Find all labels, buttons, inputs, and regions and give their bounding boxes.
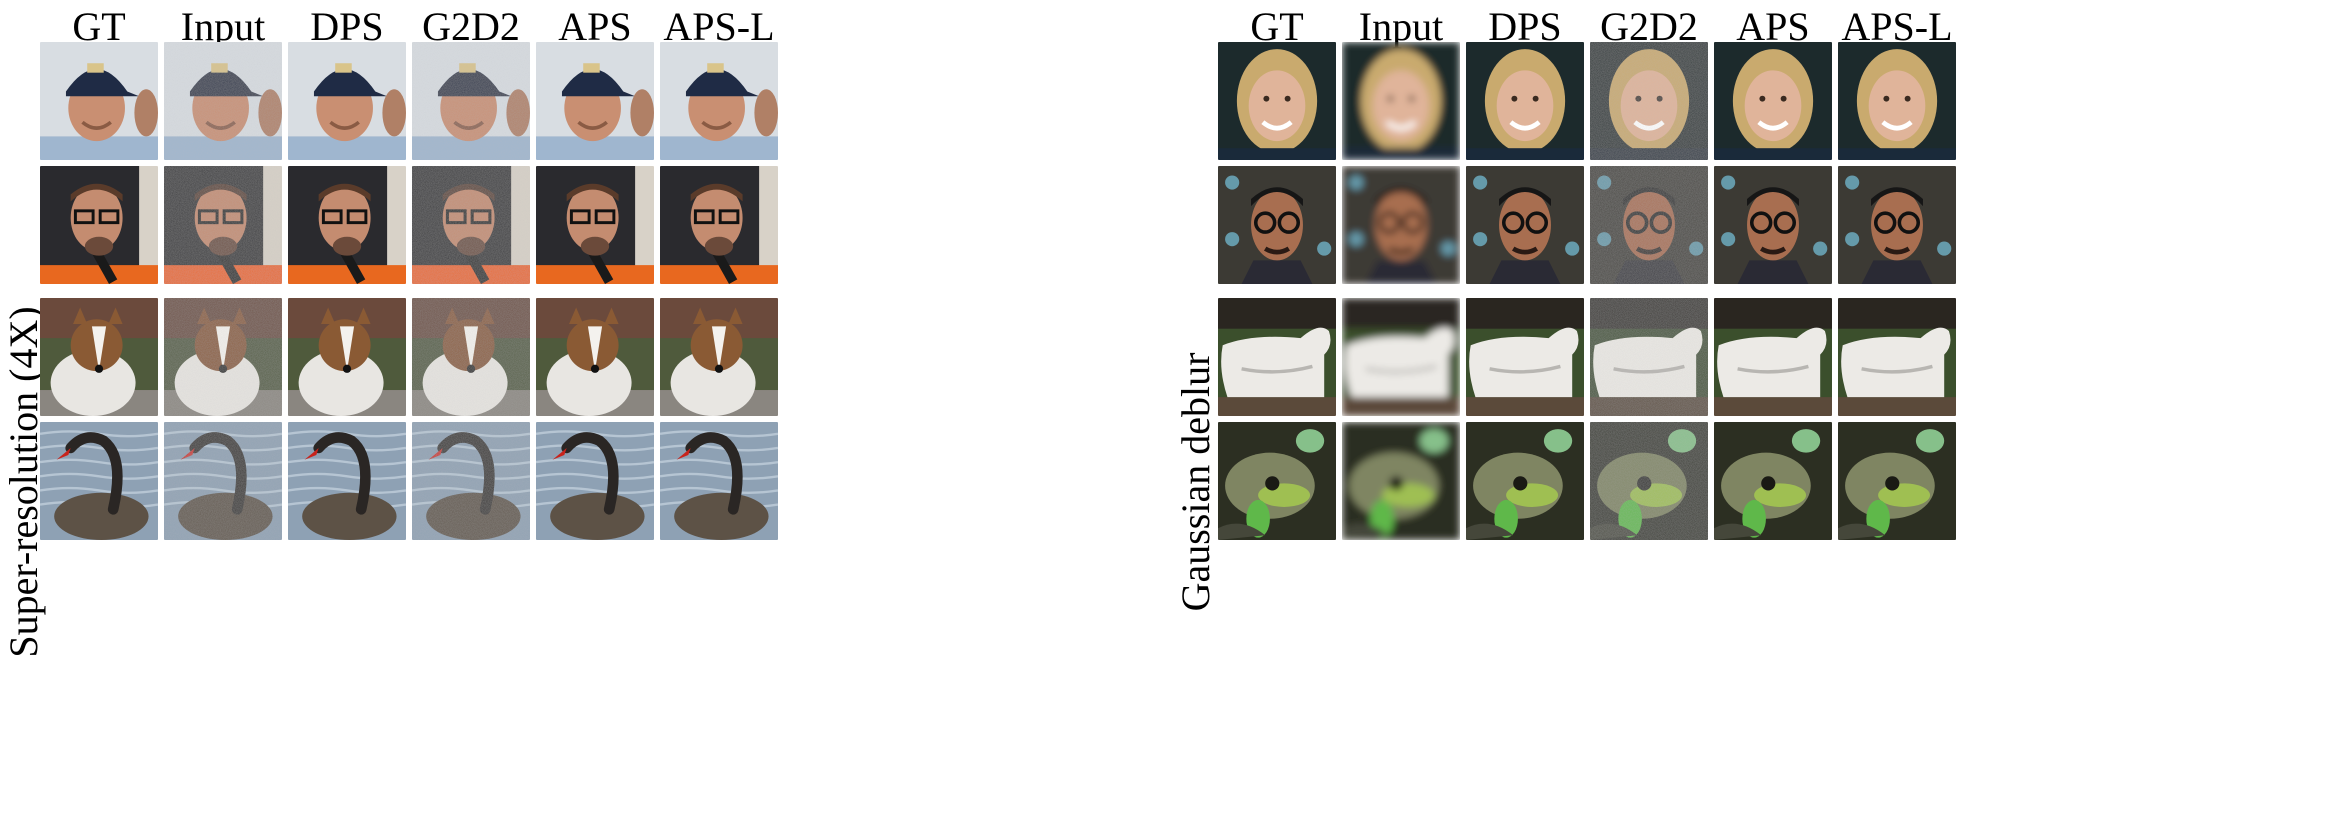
result-image-black-swan-input: [164, 422, 282, 540]
result-image-frog-with-leaves-aps-l: [1838, 422, 1956, 540]
result-image-frog-with-leaves-aps: [1714, 422, 1832, 540]
result-image-white-terrier-gt: [1218, 298, 1336, 416]
result-image-collie-dog-aps: [536, 298, 654, 416]
result-image-man-in-cap-aps: [536, 42, 654, 160]
result-image-frog-with-leaves-gt: [1218, 422, 1336, 540]
result-image-frog-with-leaves-g2d2: [1590, 422, 1708, 540]
result-image-man-with-glasses-mic-dps: [288, 166, 406, 284]
result-image-white-terrier-input: [1342, 298, 1460, 416]
result-image-man-with-round-glasses-aps: [1714, 166, 1832, 284]
result-image-blonde-woman-g2d2: [1590, 42, 1708, 160]
gaussian-deblur-panel: Gaussian deblur GT Input DPS G2D2 APS AP…: [1170, 0, 2344, 815]
result-image-collie-dog-gt: [40, 298, 158, 416]
result-image-collie-dog-aps-l: [660, 298, 778, 416]
result-image-man-in-cap-aps-l: [660, 42, 778, 160]
result-image-white-terrier-dps: [1466, 298, 1584, 416]
result-image-man-with-glasses-mic-aps: [536, 166, 654, 284]
result-image-man-with-round-glasses-gt: [1218, 166, 1336, 284]
gaussian-deblur-task-label: Gaussian deblur: [1171, 353, 1221, 612]
result-image-man-in-cap-g2d2: [412, 42, 530, 160]
result-image-black-swan-g2d2: [412, 422, 530, 540]
result-image-man-with-glasses-mic-gt: [40, 166, 158, 284]
result-image-black-swan-gt: [40, 422, 158, 540]
result-image-man-with-round-glasses-input: [1342, 166, 1460, 284]
result-image-blonde-woman-gt: [1218, 42, 1336, 160]
result-image-collie-dog-input: [164, 298, 282, 416]
result-image-man-with-glasses-mic-input: [164, 166, 282, 284]
result-image-man-with-glasses-mic-aps-l: [660, 166, 778, 284]
result-image-white-terrier-aps: [1714, 298, 1832, 416]
result-image-man-with-glasses-mic-g2d2: [412, 166, 530, 284]
result-image-black-swan-aps: [536, 422, 654, 540]
super-resolution-panel: Super-resolution (4X) GT Input DPS G2D2 …: [0, 0, 1170, 815]
result-image-blonde-woman-dps: [1466, 42, 1584, 160]
result-image-man-with-round-glasses-dps: [1466, 166, 1584, 284]
result-image-frog-with-leaves-input: [1342, 422, 1460, 540]
result-image-black-swan-dps: [288, 422, 406, 540]
result-image-man-in-cap-dps: [288, 42, 406, 160]
result-image-blonde-woman-aps: [1714, 42, 1832, 160]
result-image-white-terrier-g2d2: [1590, 298, 1708, 416]
result-image-collie-dog-g2d2: [412, 298, 530, 416]
result-image-man-with-round-glasses-g2d2: [1590, 166, 1708, 284]
result-image-man-with-round-glasses-aps-l: [1838, 166, 1956, 284]
result-image-blonde-woman-input: [1342, 42, 1460, 160]
result-image-blonde-woman-aps-l: [1838, 42, 1956, 160]
result-image-man-in-cap-gt: [40, 42, 158, 160]
result-image-frog-with-leaves-dps: [1466, 422, 1584, 540]
result-image-black-swan-aps-l: [660, 422, 778, 540]
result-image-white-terrier-aps-l: [1838, 298, 1956, 416]
result-image-man-in-cap-input: [164, 42, 282, 160]
result-image-collie-dog-dps: [288, 298, 406, 416]
